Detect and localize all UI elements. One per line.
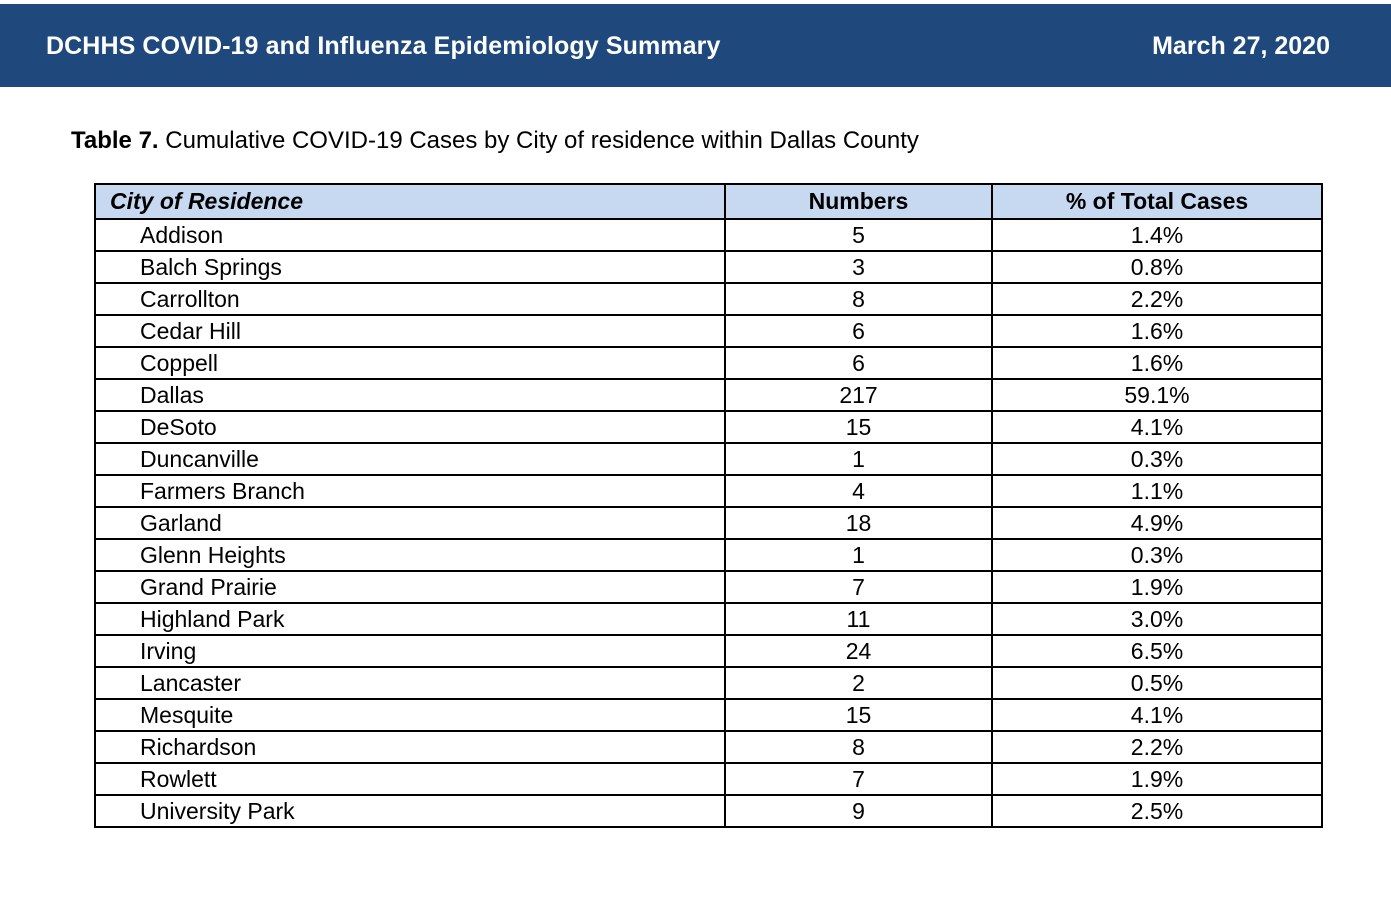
percent-cell: 1.4% [991, 218, 1323, 252]
percent-cell: 4.1% [991, 698, 1323, 732]
table-caption: Table 7. Cumulative COVID-19 Cases by Ci… [71, 127, 919, 155]
numbers-cell: 15 [724, 698, 993, 732]
table-row: Grand Prairie 7 1.9% [94, 570, 1323, 604]
table-row: Balch Springs 3 0.8% [94, 250, 1323, 284]
percent-cell: 2.5% [991, 794, 1323, 828]
percent-cell: 3.0% [991, 602, 1323, 636]
column-header-city: City of Residence [94, 183, 726, 220]
city-cell: Glenn Heights [94, 538, 726, 572]
city-cell: Dallas [94, 378, 726, 412]
city-cell: DeSoto [94, 410, 726, 444]
table-row: DeSoto 15 4.1% [94, 410, 1323, 444]
percent-cell: 59.1% [991, 378, 1323, 412]
city-cell: Irving [94, 634, 726, 668]
city-cell: Grand Prairie [94, 570, 726, 604]
numbers-cell: 18 [724, 506, 993, 540]
numbers-cell: 7 [724, 570, 993, 604]
numbers-cell: 9 [724, 794, 993, 828]
city-cell: Carrollton [94, 282, 726, 316]
table-row: Irving 24 6.5% [94, 634, 1323, 668]
numbers-cell: 5 [724, 218, 993, 252]
percent-cell: 0.3% [991, 442, 1323, 476]
city-cell: Garland [94, 506, 726, 540]
table-row: Cedar Hill 6 1.6% [94, 314, 1323, 348]
numbers-cell: 2 [724, 666, 993, 700]
table-row: Dallas 217 59.1% [94, 378, 1323, 412]
percent-cell: 2.2% [991, 282, 1323, 316]
numbers-cell: 8 [724, 282, 993, 316]
numbers-cell: 15 [724, 410, 993, 444]
column-header-percent: % of Total Cases [991, 183, 1323, 220]
percent-cell: 1.9% [991, 762, 1323, 796]
report-date: March 27, 2020 [1152, 32, 1330, 60]
percent-cell: 4.9% [991, 506, 1323, 540]
percent-cell: 6.5% [991, 634, 1323, 668]
city-cell: Coppell [94, 346, 726, 380]
table-row: Garland 18 4.9% [94, 506, 1323, 540]
page-top-margin [0, 0, 1391, 4]
percent-cell: 0.5% [991, 666, 1323, 700]
table-row: Highland Park 11 3.0% [94, 602, 1323, 636]
table-row: Addison 5 1.4% [94, 218, 1323, 252]
percent-cell: 1.9% [991, 570, 1323, 604]
city-cell: University Park [94, 794, 726, 828]
column-header-numbers: Numbers [724, 183, 993, 220]
percent-cell: 4.1% [991, 410, 1323, 444]
numbers-cell: 24 [724, 634, 993, 668]
city-cell: Addison [94, 218, 726, 252]
report-header-bar: DCHHS COVID-19 and Influenza Epidemiolog… [0, 4, 1391, 87]
table-row: Carrollton 8 2.2% [94, 282, 1323, 316]
percent-cell: 1.6% [991, 314, 1323, 348]
table-row: Farmers Branch 4 1.1% [94, 474, 1323, 508]
table-row: Lancaster 2 0.5% [94, 666, 1323, 700]
city-cell: Highland Park [94, 602, 726, 636]
table-row: Richardson 8 2.2% [94, 730, 1323, 764]
percent-cell: 1.6% [991, 346, 1323, 380]
percent-cell: 0.3% [991, 538, 1323, 572]
report-title: DCHHS COVID-19 and Influenza Epidemiolog… [46, 32, 721, 60]
city-cell: Balch Springs [94, 250, 726, 284]
numbers-cell: 3 [724, 250, 993, 284]
numbers-cell: 7 [724, 762, 993, 796]
city-cell: Duncanville [94, 442, 726, 476]
numbers-cell: 1 [724, 538, 993, 572]
table-caption-label: Table 7. [71, 127, 159, 154]
percent-cell: 0.8% [991, 250, 1323, 284]
city-cell: Richardson [94, 730, 726, 764]
table-row: Rowlett 7 1.9% [94, 762, 1323, 796]
percent-cell: 1.1% [991, 474, 1323, 508]
numbers-cell: 11 [724, 602, 993, 636]
percent-cell: 2.2% [991, 730, 1323, 764]
table-header-row: City of Residence Numbers % of Total Cas… [94, 183, 1323, 220]
table-row: Coppell 6 1.6% [94, 346, 1323, 380]
numbers-cell: 217 [724, 378, 993, 412]
table-row: University Park 9 2.5% [94, 794, 1323, 828]
numbers-cell: 4 [724, 474, 993, 508]
numbers-cell: 6 [724, 346, 993, 380]
cases-by-city-table: City of Residence Numbers % of Total Cas… [94, 183, 1323, 828]
city-cell: Mesquite [94, 698, 726, 732]
city-cell: Cedar Hill [94, 314, 726, 348]
numbers-cell: 6 [724, 314, 993, 348]
table-row: Glenn Heights 1 0.3% [94, 538, 1323, 572]
table-row: Mesquite 15 4.1% [94, 698, 1323, 732]
table-body: Addison 5 1.4% Balch Springs 3 0.8% Carrollton… [94, 218, 1323, 828]
city-cell: Rowlett [94, 762, 726, 796]
city-cell: Farmers Branch [94, 474, 726, 508]
table-row: Duncanville 1 0.3% [94, 442, 1323, 476]
numbers-cell: 8 [724, 730, 993, 764]
numbers-cell: 1 [724, 442, 993, 476]
city-cell: Lancaster [94, 666, 726, 700]
table-caption-text: Cumulative COVID-19 Cases by City of res… [158, 127, 919, 154]
